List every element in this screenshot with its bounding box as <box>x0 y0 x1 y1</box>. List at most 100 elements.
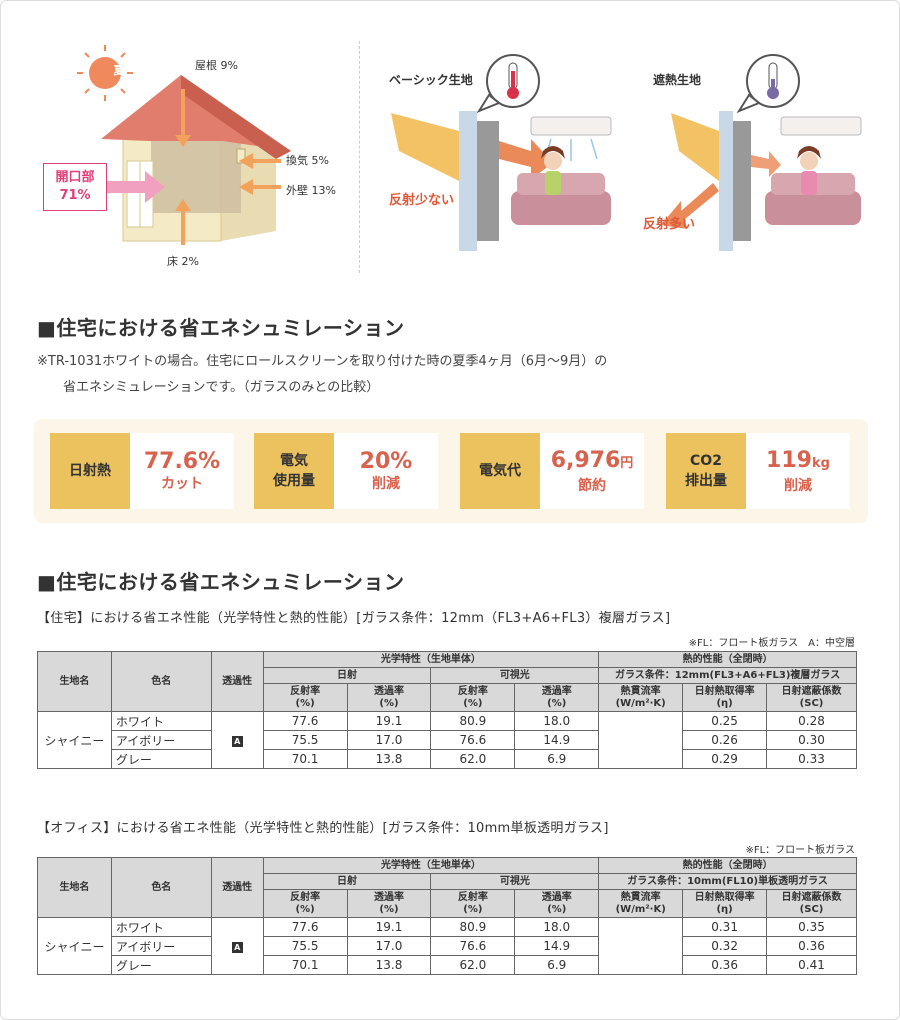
heat-fabric-illustration <box>661 54 862 251</box>
summary-unit: 円 <box>620 455 634 471</box>
table-cell: 0.31 <box>682 917 768 937</box>
header-cell: 日射熱取得率 (η) <box>682 889 768 918</box>
office-caption: 【オフィス】における省エネ性能（光学特性と熱的性能）[ガラス条件：10mm単板透… <box>37 821 609 836</box>
season-label: 夏 <box>113 64 125 77</box>
header-cell: 透過率 (%) <box>346 889 432 918</box>
header-cell: 日射遮蔽係数 (SC) <box>766 889 857 918</box>
table-cell: 62.0 <box>430 955 516 975</box>
summary-value-box: 77.6% カット <box>130 433 234 509</box>
table-cell: ホワイト <box>110 711 212 731</box>
transparency-badge: A <box>231 736 243 747</box>
table-cell: 76.6 <box>430 936 516 956</box>
header-glass-condition: ガラス条件：10mm(FL10)単板透明ガラス <box>598 873 857 890</box>
summary-sub: 削減 <box>372 476 400 492</box>
header-color: 色名 <box>110 857 212 918</box>
table-cell: 77.6 <box>262 711 348 731</box>
section2-heading: ■住宅における省エネシュミレーション <box>37 570 405 594</box>
table-row: シャイニー ホワイト A 77.6 19.1 80.9 18.0 0.25 0.… <box>37 711 857 769</box>
note-line-2: 省エネシミュレーションです。（ガラスのみとの比較） <box>63 380 380 395</box>
summary-sub: カット <box>161 476 203 492</box>
table-cell: 70.1 <box>262 955 348 975</box>
opening-label: 開口部 <box>55 170 95 185</box>
roof-label: 屋根 9% <box>195 59 238 72</box>
table-row: シャイニー ホワイト A 77.6 19.1 80.9 18.0 0.31 0.… <box>37 917 857 975</box>
table-cell: グレー <box>110 955 212 975</box>
header-thermal: 熱的性能（全閉時） <box>598 651 857 668</box>
header-color: 色名 <box>110 651 212 712</box>
summary-value: 20% <box>359 449 413 474</box>
table-cell: 0.25 <box>682 711 768 731</box>
summary-key: 電気代 <box>460 433 540 509</box>
basic-fabric-illustration <box>391 54 612 251</box>
fabric-name-cell: シャイニー <box>37 711 112 769</box>
table-cell: 14.9 <box>514 936 600 956</box>
header-cell: 反射率 (%) <box>430 683 516 712</box>
table-cell: 0.41 <box>766 955 857 975</box>
table-cell: 19.1 <box>346 711 432 731</box>
summary-card-solar: 日射熱 77.6% カット <box>50 433 234 509</box>
outer-wall-label: 外壁 13% <box>286 184 336 197</box>
summary-sub: 節約 <box>578 477 606 494</box>
table-cell: 14.9 <box>514 730 600 750</box>
header-cell: 透過率 (%) <box>514 889 600 918</box>
table-cell: 0.33 <box>766 749 857 769</box>
basic-fabric-title: ベーシック生地 <box>389 73 473 87</box>
table-cell: アイボリー <box>110 730 212 750</box>
table-cell <box>598 711 684 769</box>
table-cell: 0.36 <box>682 955 768 975</box>
table-cell: 0.35 <box>766 917 857 937</box>
header-cell: 透過率 (%) <box>514 683 600 712</box>
header-fabric: 生地名 <box>37 651 112 712</box>
summary-key: CO2 排出量 <box>666 433 746 509</box>
table-row: アイボリー 75.5 17.0 76.6 14.9 0.26 0.30 <box>38 730 857 750</box>
table-cell: 17.0 <box>346 730 432 750</box>
header-cell: 日射熱取得率 (η) <box>682 683 768 712</box>
table-cell: 0.28 <box>766 711 857 731</box>
summary-value: 77.6% <box>143 449 221 474</box>
opening-callout: 開口部 71% <box>43 163 107 211</box>
header-optical: 光学特性（生地単体） <box>262 857 600 874</box>
summary-panel: 日射熱 77.6% カット 電気 使用量 20% 削減 電気代 6,976円 節… <box>34 419 868 523</box>
summary-value-box: 20% 削減 <box>334 433 438 509</box>
header-visible: 可視光 <box>430 873 600 890</box>
table-cell: 70.1 <box>262 749 348 769</box>
table-row: グレー 70.1 13.8 62.0 6.9 0.29 0.33 <box>38 749 857 769</box>
heat-reflect-label: 反射多い <box>643 217 696 232</box>
summary-card-electricity-use: 電気 使用量 20% 削減 <box>254 433 438 509</box>
table-cell: 13.8 <box>346 955 432 975</box>
header-cell: 日射遮蔽係数 (SC) <box>766 683 857 712</box>
header-transparency: 透過性 <box>210 651 264 712</box>
summary-value: 119 <box>766 447 812 473</box>
table-cell: 75.5 <box>262 730 348 750</box>
residential-caption: 【住宅】における省エネ性能（光学特性と熱的性能）[ガラス条件：12mm（FL3+… <box>37 611 671 626</box>
header-transparency: 透過性 <box>210 857 264 918</box>
summary-card-electricity-cost: 電気代 6,976円 節約 <box>460 433 644 509</box>
table-cell: 80.9 <box>430 711 516 731</box>
thermometer-cool-icon <box>736 54 800 114</box>
header-cell: 反射率 (%) <box>262 889 348 918</box>
table-cell: 18.0 <box>514 917 600 937</box>
table-cell: 0.30 <box>766 730 857 750</box>
table-cell: 6.9 <box>514 749 600 769</box>
fabric-name-cell: シャイニー <box>37 917 112 975</box>
sun-icon <box>77 45 133 101</box>
transparency-badge: A <box>231 942 243 953</box>
header-cell: 透過率 (%) <box>346 683 432 712</box>
house-illustration <box>77 45 291 245</box>
residential-footnote: ※FL：フロート板ガラス A：中空層 <box>688 638 855 649</box>
heat-fabric-title: 遮熱生地 <box>653 73 702 87</box>
header-glass-condition: ガラス条件：12mm(FL3+A6+FL3)複層ガラス <box>598 667 857 684</box>
summary-card-co2: CO2 排出量 119kg 削減 <box>666 433 850 509</box>
table-cell: 18.0 <box>514 711 600 731</box>
transparency-cell: A <box>210 711 264 769</box>
note-line-1: ※TR-1031ホワイトの場合。住宅にロールスクリーンを取り付けた時の夏季4ヶ月… <box>37 354 608 369</box>
table-cell <box>598 917 684 975</box>
table-cell: ホワイト <box>110 917 212 937</box>
header-thermal: 熱的性能（全閉時） <box>598 857 857 874</box>
header-cell: 熱貫流率 (W/m²·K) <box>598 889 684 918</box>
header-cell: 反射率 (%) <box>430 889 516 918</box>
table-row: グレー 70.1 13.8 62.0 6.9 0.36 0.41 <box>38 955 857 975</box>
table-cell: 62.0 <box>430 749 516 769</box>
section1-note: ※TR-1031ホワイトの場合。住宅にロールスクリーンを取り付けた時の夏季4ヶ月… <box>37 349 607 401</box>
